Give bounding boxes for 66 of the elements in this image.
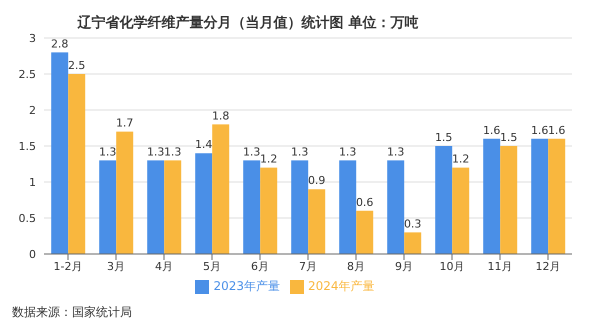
y-tick-label: 3 — [29, 32, 36, 45]
bar — [164, 160, 182, 254]
data-label: 1.4 — [194, 138, 212, 152]
x-tick-label: 3月 — [107, 260, 125, 273]
x-tick-label: 10月 — [440, 260, 464, 273]
bar — [51, 52, 68, 254]
data-label: 1.2 — [452, 152, 470, 166]
bar — [147, 160, 164, 254]
source-note: 数据来源：国家统计局 — [12, 304, 132, 321]
y-tick-label: 2 — [29, 104, 36, 117]
bar — [291, 160, 308, 254]
data-label: 1.3 — [146, 145, 164, 158]
data-label: 1.8 — [212, 109, 230, 122]
x-tick-label: 11月 — [488, 260, 512, 273]
bar — [548, 138, 566, 254]
bar — [308, 189, 326, 254]
x-tick-label: 9月 — [395, 260, 413, 273]
x-tick-label: 5月 — [203, 260, 221, 273]
bar — [260, 168, 278, 254]
data-label: 1.6 — [482, 124, 500, 137]
bar — [212, 124, 230, 254]
bar — [356, 210, 374, 254]
data-label: 1.6 — [548, 124, 566, 137]
data-label: 0.3 — [404, 217, 422, 230]
legend-label: 2023年产量 — [213, 279, 280, 293]
data-label: 2.8 — [50, 37, 68, 50]
x-tick-label: 8月 — [347, 260, 365, 273]
bar — [387, 160, 404, 254]
x-tick-label: 4月 — [155, 260, 173, 273]
bar — [339, 160, 356, 254]
data-label: 1.3 — [338, 145, 356, 158]
data-label: 1.3 — [164, 145, 182, 158]
x-tick-label: 6月 — [251, 260, 269, 273]
bar — [404, 232, 422, 254]
bar — [99, 160, 116, 254]
bar — [452, 168, 470, 254]
bar — [68, 74, 86, 254]
bar — [195, 153, 212, 254]
bar — [435, 146, 452, 254]
data-label: 1.5 — [434, 131, 452, 144]
data-label: 1.3 — [242, 145, 260, 158]
x-tick-label: 7月 — [299, 260, 317, 273]
data-label: 1.6 — [530, 124, 548, 137]
y-tick-label: 0 — [29, 248, 36, 261]
bar — [116, 132, 134, 254]
y-tick-label: 2.5 — [18, 68, 36, 81]
data-label: 1.2 — [260, 152, 278, 166]
bar — [500, 146, 518, 254]
data-label: 0.9 — [308, 174, 326, 188]
chart-title: 辽宁省化学纤维产量分月（当月值）统计图 单位：万吨 — [76, 14, 420, 32]
bar — [483, 138, 500, 254]
legend-label: 2024年产量 — [308, 279, 375, 293]
bar — [531, 138, 548, 254]
data-label: 1.3 — [386, 145, 404, 158]
x-tick-label: 12月 — [536, 260, 560, 273]
data-label: 1.7 — [116, 116, 134, 130]
x-tick-label: 1-2月 — [54, 260, 82, 273]
y-tick-label: 0.5 — [18, 212, 36, 225]
data-label: 1.3 — [98, 145, 116, 158]
bar — [243, 160, 260, 254]
y-tick-label: 1.5 — [18, 140, 36, 153]
data-label: 1.5 — [500, 131, 518, 144]
data-label: 1.3 — [290, 145, 308, 158]
y-tick-label: 1 — [29, 176, 36, 189]
data-label: 0.6 — [356, 196, 374, 209]
data-label: 2.5 — [68, 59, 86, 72]
